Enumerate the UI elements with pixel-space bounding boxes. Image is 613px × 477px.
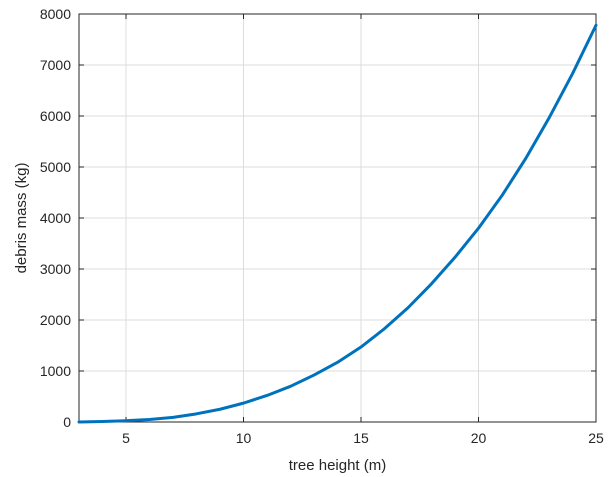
y-axis-label: debris mass (kg) xyxy=(13,163,30,274)
y-tick-label: 1000 xyxy=(40,363,71,379)
x-tick-label: 15 xyxy=(353,430,369,446)
y-tick-label: 7000 xyxy=(40,57,71,73)
series-layer xyxy=(77,23,598,424)
x-axis-label: tree height (m) xyxy=(289,457,387,474)
x-tick-label: 20 xyxy=(471,430,487,446)
y-tick-label: 0 xyxy=(63,414,71,430)
axis-ticks: 5 10 15 20 25 0 1000 2000 3000 4000 5000 6000 7000 80… xyxy=(40,6,604,446)
x-tick-label: 25 xyxy=(588,430,604,446)
y-tick-label: 2000 xyxy=(40,312,71,328)
y-tick-label: 4000 xyxy=(40,210,71,226)
x-tick-label: 10 xyxy=(236,430,252,446)
series-line xyxy=(77,23,598,424)
y-tick-label: 8000 xyxy=(40,6,71,22)
x-tick-label: 5 xyxy=(122,430,130,446)
y-tick-label: 6000 xyxy=(40,108,71,124)
y-tick-label: 5000 xyxy=(40,159,71,175)
y-tick-label: 3000 xyxy=(40,261,71,277)
